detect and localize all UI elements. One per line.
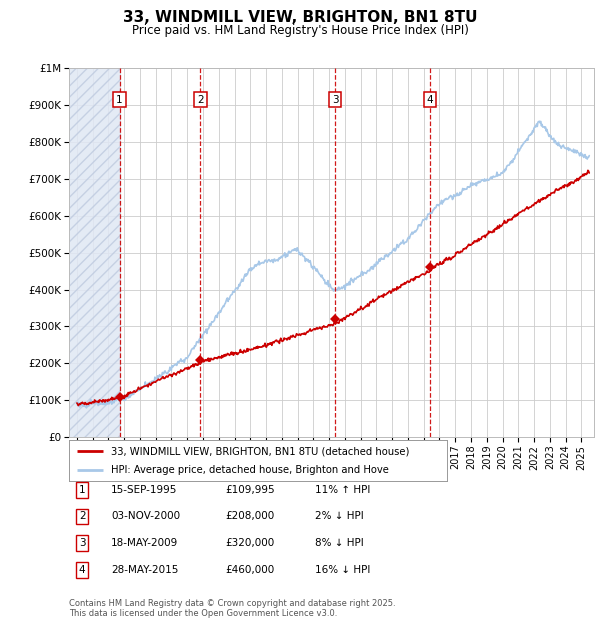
Text: 18-MAY-2009: 18-MAY-2009 bbox=[111, 538, 178, 548]
Text: Price paid vs. HM Land Registry's House Price Index (HPI): Price paid vs. HM Land Registry's House … bbox=[131, 24, 469, 37]
Bar bbox=[69, 68, 119, 437]
Text: 33, WINDMILL VIEW, BRIGHTON, BN1 8TU (detached house): 33, WINDMILL VIEW, BRIGHTON, BN1 8TU (de… bbox=[110, 446, 409, 456]
Text: 4: 4 bbox=[427, 95, 434, 105]
Text: £208,000: £208,000 bbox=[225, 512, 274, 521]
Text: £320,000: £320,000 bbox=[225, 538, 274, 548]
Text: 11% ↑ HPI: 11% ↑ HPI bbox=[315, 485, 370, 495]
Text: 3: 3 bbox=[332, 95, 338, 105]
Text: 28-MAY-2015: 28-MAY-2015 bbox=[111, 565, 178, 575]
Text: £460,000: £460,000 bbox=[225, 565, 274, 575]
Text: 1: 1 bbox=[116, 95, 123, 105]
Text: 15-SEP-1995: 15-SEP-1995 bbox=[111, 485, 178, 495]
Text: 33, WINDMILL VIEW, BRIGHTON, BN1 8TU: 33, WINDMILL VIEW, BRIGHTON, BN1 8TU bbox=[123, 10, 477, 25]
Text: 4: 4 bbox=[79, 565, 86, 575]
Text: 2% ↓ HPI: 2% ↓ HPI bbox=[315, 512, 364, 521]
Text: 3: 3 bbox=[79, 538, 86, 548]
Text: 03-NOV-2000: 03-NOV-2000 bbox=[111, 512, 180, 521]
Text: 2: 2 bbox=[197, 95, 204, 105]
Text: 8% ↓ HPI: 8% ↓ HPI bbox=[315, 538, 364, 548]
Text: Contains HM Land Registry data © Crown copyright and database right 2025.
This d: Contains HM Land Registry data © Crown c… bbox=[69, 599, 395, 618]
Text: 16% ↓ HPI: 16% ↓ HPI bbox=[315, 565, 370, 575]
Text: 2: 2 bbox=[79, 512, 86, 521]
Text: HPI: Average price, detached house, Brighton and Hove: HPI: Average price, detached house, Brig… bbox=[110, 466, 388, 476]
Text: 1: 1 bbox=[79, 485, 86, 495]
Text: £109,995: £109,995 bbox=[225, 485, 275, 495]
